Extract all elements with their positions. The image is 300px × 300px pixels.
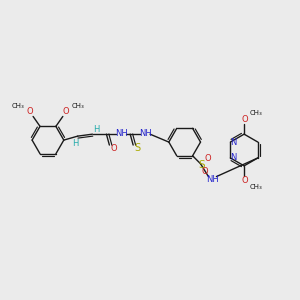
Text: N: N: [230, 153, 237, 162]
Text: NH: NH: [115, 129, 128, 138]
Text: CH₃: CH₃: [11, 103, 24, 109]
Text: CH₃: CH₃: [72, 103, 85, 109]
Text: O: O: [110, 143, 117, 152]
Text: NH: NH: [139, 129, 152, 138]
Text: H: H: [73, 139, 79, 148]
Text: O: O: [242, 176, 248, 185]
Text: O: O: [62, 107, 69, 116]
Text: NH: NH: [206, 175, 219, 184]
Text: O: O: [27, 107, 33, 116]
Text: H: H: [93, 125, 100, 134]
Text: N: N: [230, 138, 237, 147]
Text: O: O: [201, 167, 208, 176]
Text: S: S: [198, 160, 205, 170]
Text: CH₃: CH₃: [250, 184, 263, 190]
Text: O: O: [204, 154, 211, 163]
Text: CH₃: CH₃: [250, 110, 263, 116]
Text: S: S: [134, 143, 140, 153]
Text: O: O: [242, 115, 248, 124]
